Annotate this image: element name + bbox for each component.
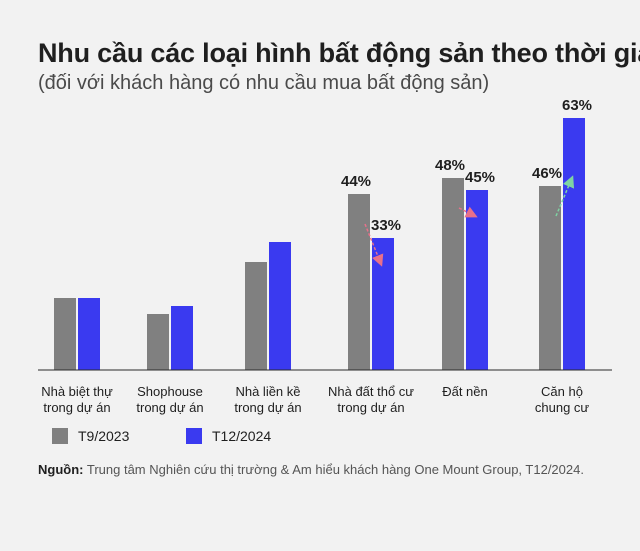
category-label-3-0: Nhà đất thổ cư <box>328 384 414 399</box>
legend-item-series-1: T9/2023 <box>52 428 129 444</box>
bar-1-0 <box>54 298 76 370</box>
category-label-1-1: trong dự án <box>136 400 203 415</box>
legend-item-series-2: T12/2024 <box>186 428 271 444</box>
legend-label-series-1: T9/2023 <box>78 428 130 444</box>
category-label-5-1: chung cư <box>535 400 590 415</box>
category-label-0-0: Nhà biệt thự <box>41 384 113 399</box>
bar-1-4 <box>442 178 464 370</box>
bar-1-5 <box>539 186 561 370</box>
source-text: Trung tâm Nghiên cứu thị trường & Am hiể… <box>83 462 584 477</box>
data-label-1-4: 48% <box>435 157 465 174</box>
legend-swatch-series-2 <box>186 428 202 444</box>
bar-1-2 <box>245 262 267 370</box>
data-label-1-3: 44% <box>341 173 371 190</box>
data-label-2-4: 45% <box>465 169 495 186</box>
bar-2-2 <box>269 242 291 370</box>
bar-1-3 <box>348 194 370 370</box>
chart-subtitle: (đối với khách hàng có nhu cầu mua bất đ… <box>38 72 490 94</box>
bar-1-1 <box>147 314 169 370</box>
bar-2-1 <box>171 306 193 370</box>
data-label-1-5: 46% <box>532 165 562 182</box>
trend-arrow-4 <box>458 206 478 218</box>
trend-arrow-5 <box>555 175 575 217</box>
category-label-2-1: trong dự án <box>234 400 301 415</box>
category-label-0-1: trong dự án <box>43 400 110 415</box>
data-label-2-3: 33% <box>371 217 401 234</box>
legend-label-series-2: T12/2024 <box>212 428 272 444</box>
data-label-2-5: 63% <box>562 97 592 114</box>
bar-2-5 <box>563 118 585 370</box>
legend-swatch-series-1 <box>52 428 68 444</box>
bar-2-4 <box>466 190 488 370</box>
category-label-1-0: Shophouse <box>137 384 203 399</box>
category-label-2-0: Nhà liền kề <box>235 384 300 399</box>
source-note: Nguồn: Trung tâm Nghiên cứu thị trường &… <box>38 462 584 477</box>
category-label-3-1: trong dự án <box>337 400 404 415</box>
bar-2-3 <box>372 238 394 370</box>
source-label: Nguồn: <box>38 462 84 477</box>
trend-arrow-3 <box>364 223 384 267</box>
bar-2-0 <box>78 298 100 370</box>
chart-title: Nhu cầu các loại hình bất động sản theo … <box>38 38 640 68</box>
category-label-4-0: Đất nền <box>442 384 488 399</box>
category-label-5-0: Căn hộ <box>541 384 583 399</box>
